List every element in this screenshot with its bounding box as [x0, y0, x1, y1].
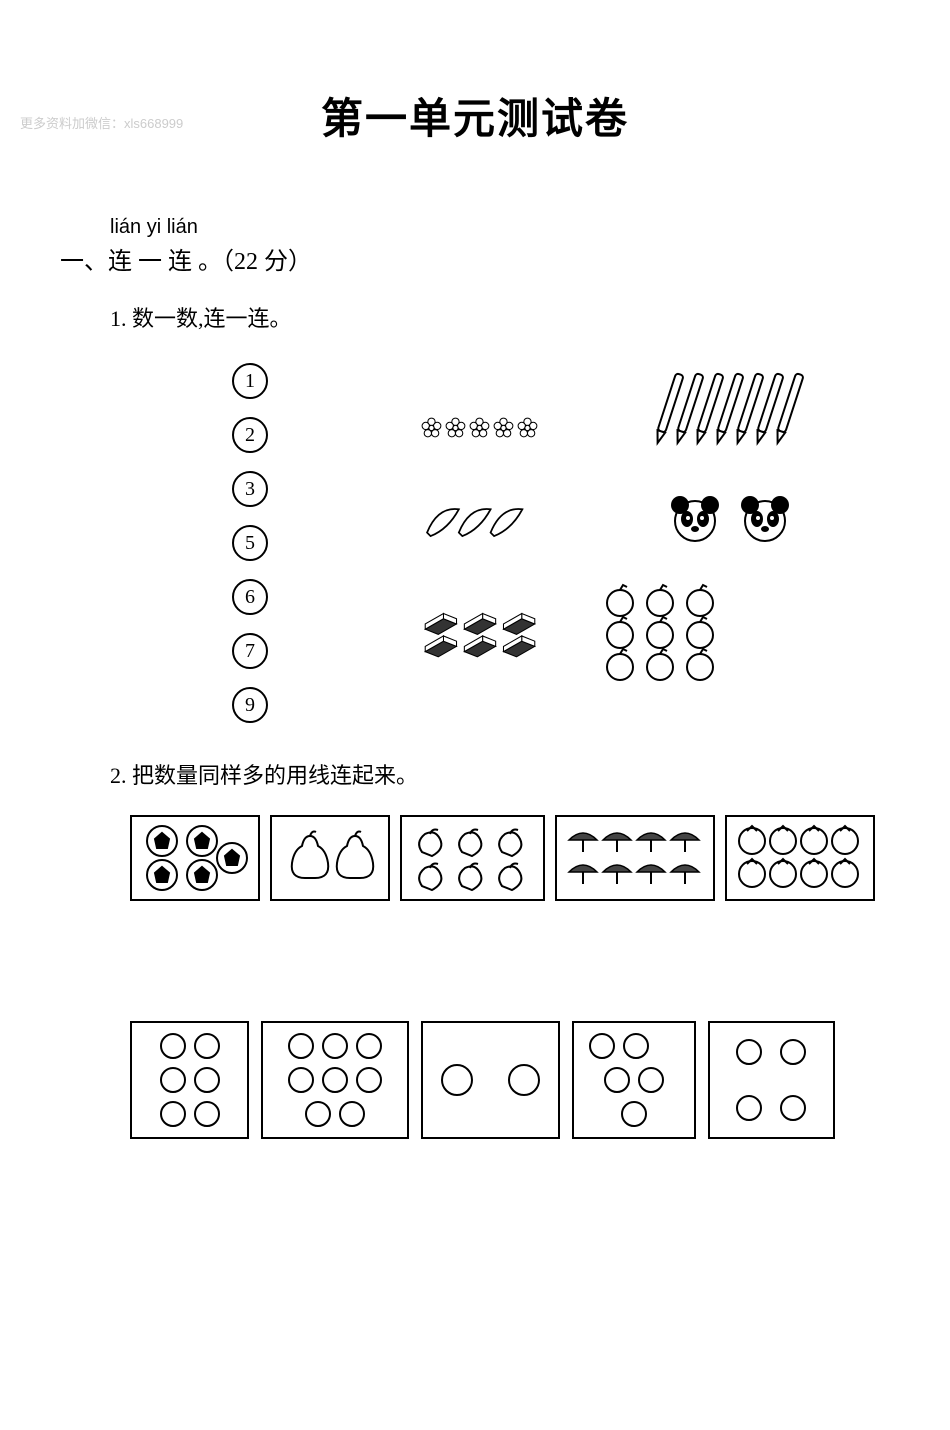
q1-right-column [420, 404, 540, 682]
apples-group [600, 583, 730, 683]
peach-icon [410, 824, 535, 892]
flowers-group [420, 404, 540, 452]
tomato-icon [735, 824, 865, 892]
circle-icon [589, 1033, 615, 1059]
number-circle: 3 [232, 471, 268, 507]
umbrella-icon [565, 824, 705, 892]
circle-icon [288, 1067, 314, 1093]
q2-heading: 2. 把数量同样多的用线连起来。 [110, 758, 890, 790]
circle-box-6 [130, 1021, 249, 1139]
circle-icon [322, 1067, 348, 1093]
pens-group [600, 363, 860, 453]
circle-icon [441, 1064, 473, 1096]
pen-icon [650, 363, 810, 453]
circle-icon [604, 1067, 630, 1093]
number-circle: 6 [232, 579, 268, 615]
circle-icon [288, 1033, 314, 1059]
q2-bottom-row [130, 1021, 835, 1139]
panda-icon [736, 493, 794, 543]
q1-left-column [600, 363, 860, 683]
circle-icon [194, 1033, 220, 1059]
circle-icon [621, 1101, 647, 1127]
section1-heading: 一、连 一 连 。（22 分） [60, 241, 890, 276]
number-circle: 2 [232, 417, 268, 453]
q2-top-row [130, 815, 835, 901]
circle-icon [736, 1039, 762, 1065]
soccer-ball-icon [140, 823, 250, 893]
circle-box-8 [261, 1021, 408, 1139]
flower-icon [420, 404, 540, 452]
content-region: lián yi lián 一、连 一 连 。（22 分） 1. 数一数,连一连。 [60, 216, 890, 1139]
apple-icon [600, 583, 730, 683]
circle-box-2 [421, 1021, 560, 1139]
circle-icon [305, 1101, 331, 1127]
circle-icon [508, 1064, 540, 1096]
circle-icon [194, 1101, 220, 1127]
box-umbrellas [555, 815, 715, 901]
circle-icon [160, 1033, 186, 1059]
number-circle: 7 [232, 633, 268, 669]
circle-icon [160, 1067, 186, 1093]
number-circle: 9 [232, 687, 268, 723]
box-tomatoes [725, 815, 875, 901]
section1-pinyin: lián yi lián [110, 216, 890, 239]
circle-box-5 [572, 1021, 695, 1139]
circle-icon [339, 1101, 365, 1127]
pear-icon [280, 828, 380, 888]
q1-grid: 1 2 3 5 6 7 9 [140, 363, 860, 723]
circle-icon [356, 1067, 382, 1093]
number-circle: 1 [232, 363, 268, 399]
number-circle: 5 [232, 525, 268, 561]
box-pears [270, 815, 390, 901]
circle-icon [356, 1033, 382, 1059]
panda-icon [666, 493, 724, 543]
circle-box-4 [708, 1021, 835, 1139]
banana-icon [420, 492, 540, 552]
pandas-group [600, 493, 860, 543]
circle-icon [623, 1033, 649, 1059]
erasers-group [420, 592, 540, 682]
bananas-group [420, 492, 540, 552]
number-column: 1 2 3 5 6 7 9 [140, 363, 360, 723]
circle-icon [638, 1067, 664, 1093]
circle-icon [160, 1101, 186, 1127]
watermark-text: 更多资料加微信：xls668999 [20, 113, 183, 132]
circle-icon [194, 1067, 220, 1093]
circle-icon [736, 1095, 762, 1121]
q1-heading: 1. 数一数,连一连。 [110, 301, 890, 333]
circle-icon [780, 1095, 806, 1121]
box-soccer-balls [130, 815, 260, 901]
box-peaches [400, 815, 545, 901]
q2-spacer [60, 901, 890, 1021]
circle-icon [322, 1033, 348, 1059]
circle-icon [780, 1039, 806, 1065]
eraser-icon [420, 592, 540, 682]
